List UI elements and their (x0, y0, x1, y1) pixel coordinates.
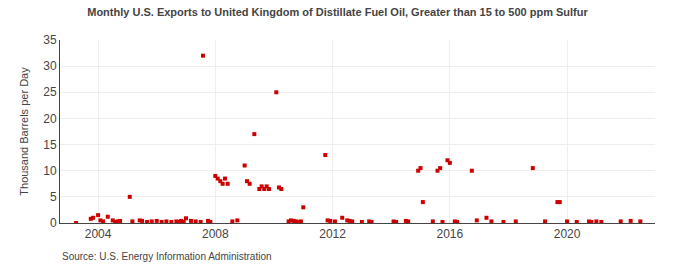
svg-text:10: 10 (43, 164, 57, 178)
svg-text:20: 20 (43, 112, 57, 126)
svg-text:2008: 2008 (202, 227, 229, 241)
svg-text:2020: 2020 (554, 227, 581, 241)
svg-text:0: 0 (50, 216, 57, 230)
svg-text:35: 35 (43, 33, 57, 47)
svg-text:2016: 2016 (436, 227, 463, 241)
svg-text:Source: U.S. Energy Informatio: Source: U.S. Energy Information Administ… (62, 251, 272, 262)
svg-text:30: 30 (43, 59, 57, 73)
svg-text:2012: 2012 (319, 227, 346, 241)
svg-text:5: 5 (50, 190, 57, 204)
svg-text:Monthly U.S. Exports to United: Monthly U.S. Exports to United Kingdom o… (87, 6, 588, 18)
svg-text:Thousand Barrels per Day: Thousand Barrels per Day (18, 67, 30, 196)
svg-text:25: 25 (43, 85, 57, 99)
svg-text:2004: 2004 (85, 227, 112, 241)
svg-text:15: 15 (43, 138, 57, 152)
